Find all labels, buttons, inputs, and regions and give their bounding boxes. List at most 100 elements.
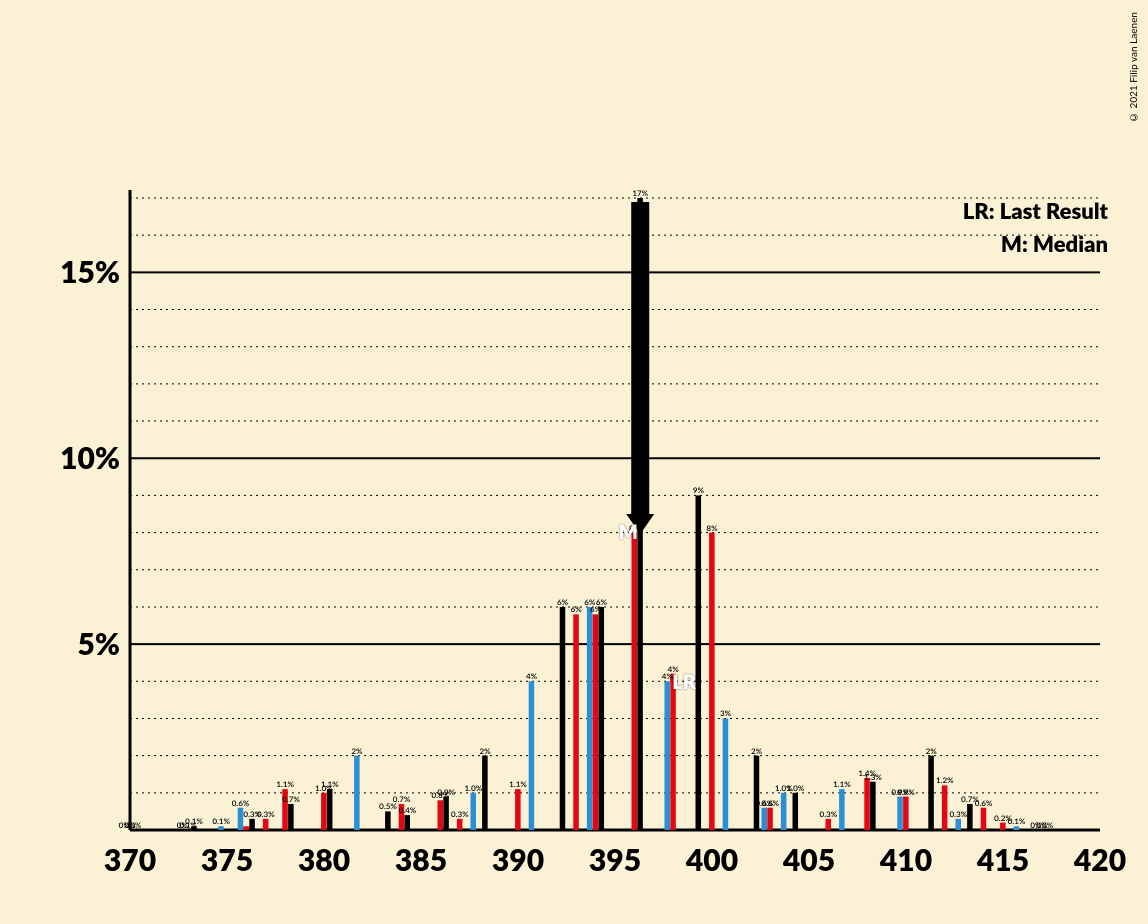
bar-value-label: 9% xyxy=(693,485,704,495)
bar xyxy=(754,756,760,830)
bar-value-label: 2% xyxy=(479,746,490,756)
chart-svg xyxy=(130,190,1100,830)
x-tick-label: 395 xyxy=(589,842,641,878)
bar xyxy=(218,826,224,830)
bar-value-label: 1.1% xyxy=(509,779,527,789)
bar-value-label: 6% xyxy=(596,597,607,607)
bar xyxy=(263,819,269,830)
bar-value-label: 2% xyxy=(751,746,762,756)
x-tick-label: 375 xyxy=(201,842,253,878)
bar-value-label: 1.1% xyxy=(276,779,294,789)
bar xyxy=(405,815,411,830)
bar xyxy=(839,789,845,830)
bar-value-label: 4% xyxy=(526,671,537,681)
bar xyxy=(327,789,333,830)
bar-value-label: 17% xyxy=(632,188,648,198)
bar xyxy=(1000,823,1006,830)
bar-value-label: 6% xyxy=(557,597,568,607)
bar xyxy=(631,533,637,830)
bar xyxy=(354,756,360,830)
bar-value-label: 0% xyxy=(1042,820,1053,830)
bar-value-label: 0.1% xyxy=(1008,816,1026,826)
bar-value-label: 0.3% xyxy=(257,809,275,819)
bar-value-label: 0.3% xyxy=(820,809,838,819)
bar-value-label: 0.4% xyxy=(399,805,417,815)
bar-value-label: 2% xyxy=(351,746,362,756)
bar xyxy=(664,681,670,830)
bar-value-label: 1.3% xyxy=(864,772,882,782)
bar xyxy=(670,674,676,830)
bar-value-label: 8% xyxy=(706,523,717,533)
bar xyxy=(238,808,244,830)
bar xyxy=(385,811,391,830)
bar xyxy=(560,607,566,830)
bar xyxy=(942,785,948,830)
bar xyxy=(1014,826,1020,830)
bar xyxy=(967,804,973,830)
bar-value-label: 0.7% xyxy=(282,794,300,804)
x-tick-label: 415 xyxy=(977,842,1029,878)
bar xyxy=(249,819,255,830)
bar xyxy=(482,756,488,830)
bar xyxy=(981,808,987,830)
bar xyxy=(928,756,934,830)
bar-value-label: 0.3% xyxy=(451,809,469,819)
bar xyxy=(781,793,787,830)
bar-value-label: 1.0% xyxy=(787,783,805,793)
bar xyxy=(321,793,327,830)
bar xyxy=(599,607,605,830)
bar xyxy=(955,819,961,830)
bar xyxy=(825,819,831,830)
bar xyxy=(696,495,702,830)
bar-value-label: 0.9% xyxy=(437,787,455,797)
x-tick-label: 400 xyxy=(686,842,738,878)
bar-value-label: 0.6% xyxy=(232,798,250,808)
bar-value-label: 2% xyxy=(926,746,937,756)
bar xyxy=(897,797,903,830)
bar xyxy=(443,797,449,830)
x-tick-label: 370 xyxy=(104,842,156,878)
bar xyxy=(243,826,249,830)
chart-plot-area: 5%10%15%37037538038539039540040541041542… xyxy=(130,190,1100,830)
bar-value-label: 0% xyxy=(130,820,141,830)
bar-value-label: 0.1% xyxy=(212,816,230,826)
x-tick-label: 405 xyxy=(783,842,835,878)
bar-value-label: 1.1% xyxy=(321,779,339,789)
bar xyxy=(709,533,715,830)
x-tick-label: 390 xyxy=(492,842,544,878)
bar-value-label: 1.1% xyxy=(833,779,851,789)
bar xyxy=(515,789,521,830)
bar-value-label: 6% xyxy=(571,604,582,614)
x-tick-label: 380 xyxy=(298,842,350,878)
x-tick-label: 410 xyxy=(880,842,932,878)
bar xyxy=(529,681,535,830)
median-label: M xyxy=(619,520,638,544)
y-tick-label: 10% xyxy=(52,440,120,476)
y-tick-label: 5% xyxy=(52,626,120,662)
bar xyxy=(457,819,463,830)
bar xyxy=(288,804,294,830)
last-result-label: LR xyxy=(672,670,696,694)
bar xyxy=(723,718,729,830)
bar xyxy=(793,793,799,830)
bar-value-label: 0.3% xyxy=(950,809,968,819)
x-tick-label: 420 xyxy=(1074,842,1126,878)
bar xyxy=(437,800,443,830)
bar xyxy=(470,793,476,830)
bar xyxy=(767,808,773,830)
bar xyxy=(593,614,599,830)
bar-value-label: 0.1% xyxy=(185,816,203,826)
bar-value-label: 0.6% xyxy=(975,798,993,808)
bar-value-label: 0.7% xyxy=(393,794,411,804)
bar-value-label: 3% xyxy=(720,708,731,718)
bar xyxy=(761,808,767,830)
bar-value-label: 1.0% xyxy=(465,783,483,793)
bar-value-label: 1.2% xyxy=(936,775,954,785)
bar-value-label: 0.9% xyxy=(897,787,915,797)
bar xyxy=(573,614,579,830)
bar xyxy=(587,607,593,830)
x-tick-label: 385 xyxy=(395,842,447,878)
copyright-text: © 2021 Filip van Laenen xyxy=(1128,12,1140,123)
y-tick-label: 15% xyxy=(52,254,120,290)
bar xyxy=(864,778,870,830)
